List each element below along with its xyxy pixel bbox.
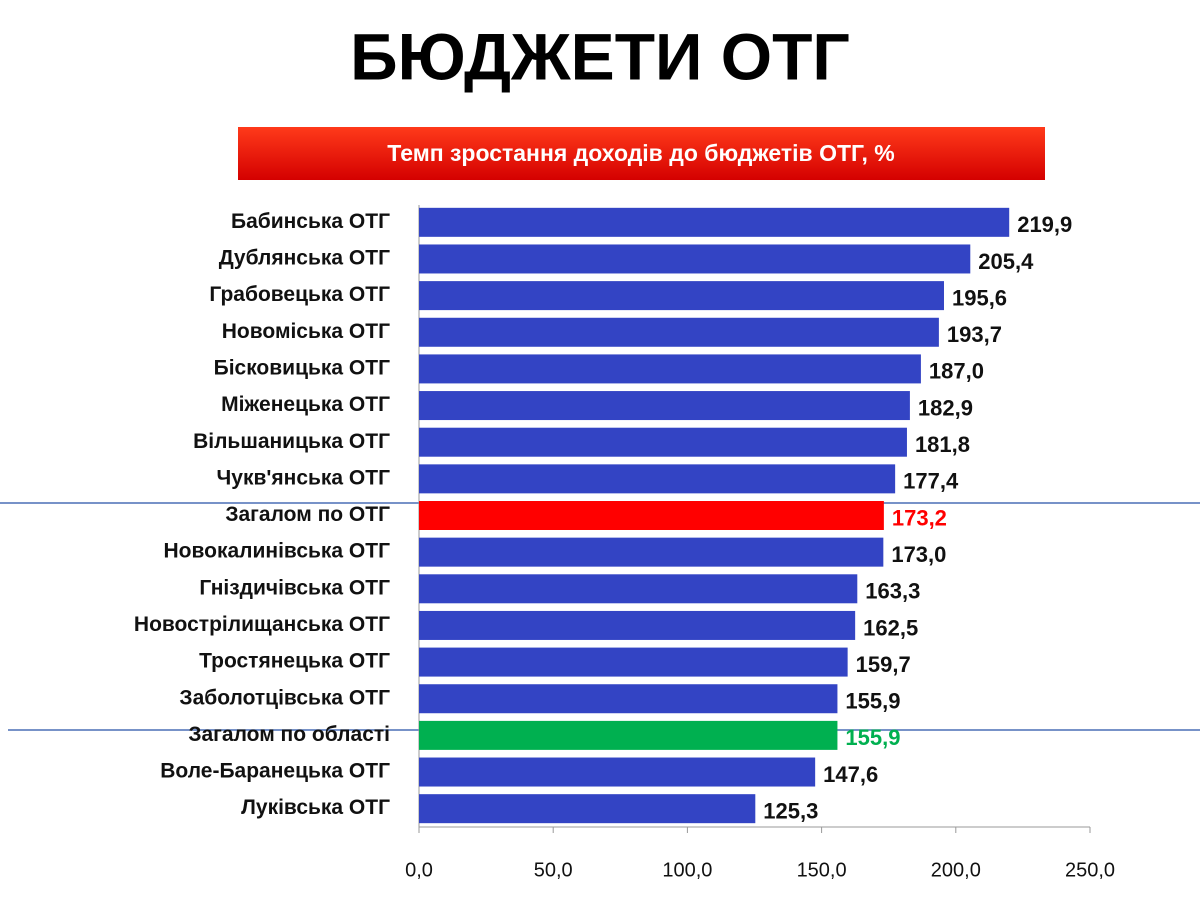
bar — [419, 317, 939, 347]
y-tick-label: Загалом по ОТГ — [225, 503, 390, 526]
y-tick-label: Луківська ОТГ — [241, 796, 390, 819]
value-label: 162,5 — [863, 615, 918, 640]
chart-title: БЮДЖЕТИ ОТГ — [350, 19, 850, 93]
value-label: 205,4 — [978, 249, 1034, 274]
y-tick-label: Новострілищанська ОТГ — [134, 613, 390, 636]
x-tick-label: 0,0 — [405, 859, 433, 881]
y-tick-label: Чукв'янська ОТГ — [217, 466, 391, 489]
y-tick-label: Новоміська ОТГ — [222, 320, 390, 343]
y-tick-label: Дублянська ОТГ — [219, 247, 390, 270]
bar — [419, 281, 944, 311]
bar — [419, 501, 884, 530]
y-tick-label: Бісковицька ОТГ — [214, 356, 390, 379]
x-tick-label: 50,0 — [534, 859, 573, 881]
y-tick-label: Грабовецька ОТГ — [209, 283, 390, 306]
bar — [419, 757, 816, 787]
value-label: 159,7 — [856, 652, 911, 677]
x-tick-label: 200,0 — [931, 859, 981, 881]
value-label: 177,4 — [903, 469, 959, 494]
bar — [419, 647, 848, 677]
value-label: 173,0 — [891, 542, 946, 567]
bar — [419, 207, 1010, 237]
bar — [419, 720, 838, 750]
value-label: 147,6 — [823, 762, 878, 787]
value-label: 195,6 — [952, 285, 1007, 310]
subtitle-banner — [238, 127, 1045, 180]
y-tick-label: Загалом по області — [188, 723, 390, 746]
value-label: 182,9 — [918, 395, 973, 420]
y-tick-label: Вільшаницька ОТГ — [193, 430, 390, 453]
bar — [419, 684, 838, 714]
value-label: 181,8 — [915, 432, 970, 457]
value-label: 193,7 — [947, 322, 1002, 347]
chart-subtitle: Темп зростання доходів до бюджетів ОТГ, … — [387, 140, 894, 166]
value-label: 187,0 — [929, 359, 984, 384]
y-tick-label: Бабинська ОТГ — [231, 210, 390, 233]
bar — [419, 427, 907, 457]
bar — [419, 464, 896, 494]
y-tick-label: Гніздичівська ОТГ — [199, 576, 390, 599]
bar — [419, 574, 858, 604]
y-tick-label: Міженецька ОТГ — [221, 393, 390, 416]
y-tick-label: Новокалинівська ОТГ — [164, 540, 391, 563]
value-label: 155,9 — [845, 689, 900, 714]
y-tick-label: Воле-Баранецька ОТГ — [160, 760, 390, 783]
bar — [419, 794, 756, 824]
x-tick-label: 150,0 — [797, 859, 847, 881]
bar — [419, 537, 884, 567]
bar — [419, 610, 856, 640]
y-tick-label: Тростянецька ОТГ — [199, 650, 390, 673]
value-label: 219,9 — [1017, 212, 1072, 237]
bar — [419, 391, 910, 421]
value-label: 125,3 — [763, 798, 818, 823]
bar — [419, 354, 921, 384]
value-label: 155,9 — [845, 725, 900, 750]
value-label: 163,3 — [865, 579, 920, 604]
value-label: 173,2 — [892, 505, 947, 530]
x-tick-label: 100,0 — [662, 859, 712, 881]
x-tick-label: 250,0 — [1065, 859, 1115, 881]
y-tick-label: Заболотцівська ОТГ — [179, 686, 390, 709]
bar — [419, 244, 971, 274]
